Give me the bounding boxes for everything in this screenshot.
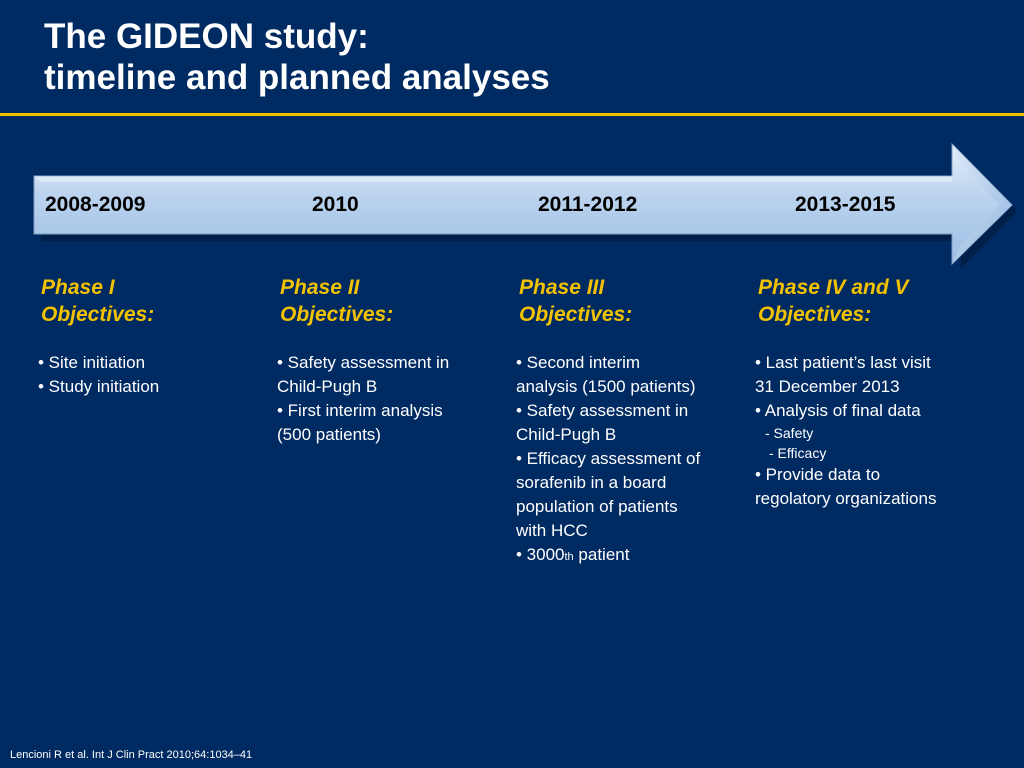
patient-count-text: • 3000 bbox=[516, 545, 565, 564]
title-divider bbox=[0, 113, 1024, 116]
phase-1-objectives-label: Objectives: bbox=[41, 303, 155, 326]
slide-title: The GIDEON study: timeline and planned a… bbox=[44, 16, 550, 98]
list-item: population of patients bbox=[516, 497, 678, 516]
list-item: • Efficacy assessment of bbox=[516, 449, 701, 468]
list-item: Child-Pugh B bbox=[516, 425, 617, 444]
ordinal-suffix: th bbox=[564, 551, 574, 563]
phase-3-objectives-label: Objectives: bbox=[519, 303, 633, 326]
phase-1-objectives-list: • Site initiation • Study initiation bbox=[38, 351, 266, 399]
phase-2-heading: Phase II Objectives: bbox=[277, 274, 505, 328]
phase-3-objectives-list: • Second interim analysis (1500 patients… bbox=[516, 351, 744, 569]
timeline-year-2011-2012: 2011-2012 bbox=[538, 193, 638, 216]
phase-2-objectives-label: Objectives: bbox=[280, 303, 394, 326]
phase-4-5-objectives-label: Objectives: bbox=[758, 303, 872, 326]
sub-list-item: - Safety bbox=[765, 425, 814, 441]
timeline-year-2013-2015: 2013-2015 bbox=[795, 193, 896, 216]
title-line-2: timeline and planned analyses bbox=[44, 58, 550, 97]
list-item: (500 patients) bbox=[277, 425, 381, 444]
phase-4-5-name: Phase IV and V bbox=[758, 276, 909, 299]
list-item: • First interim analysis bbox=[277, 401, 443, 420]
phase-1-heading: Phase I Objectives: bbox=[38, 274, 266, 328]
phase-3-column: Phase III Objectives: • Second interim a… bbox=[516, 274, 744, 569]
list-item: • 3000th patient bbox=[516, 543, 744, 569]
list-item: • Site initiation bbox=[38, 353, 146, 372]
list-item: analysis (1500 patients) bbox=[516, 377, 696, 396]
patient-label-text: patient bbox=[573, 545, 630, 564]
phase-2-name: Phase II bbox=[280, 276, 360, 299]
title-line-1: The GIDEON study: bbox=[44, 17, 369, 56]
list-item: • Provide data to bbox=[755, 465, 881, 484]
phase-2-column: Phase II Objectives: • Safety assessment… bbox=[277, 274, 505, 447]
list-item: • Analysis of final data bbox=[755, 401, 921, 420]
list-item: • Safety assessment in bbox=[516, 401, 689, 420]
phase-4-5-objectives-list: • Last patient’s last visit 31 December … bbox=[755, 351, 1015, 511]
list-item: with HCC bbox=[516, 521, 588, 540]
timeline-year-2010: 2010 bbox=[312, 193, 359, 216]
timeline-year-2008-2009: 2008-2009 bbox=[45, 193, 146, 216]
list-item: Child-Pugh B bbox=[277, 377, 378, 396]
phase-2-objectives-list: • Safety assessment in Child-Pugh B • Fi… bbox=[277, 351, 505, 447]
list-item: • Second interim bbox=[516, 353, 641, 372]
phase-4-5-column: Phase IV and V Objectives: • Last patien… bbox=[755, 274, 1015, 511]
phase-3-heading: Phase III Objectives: bbox=[516, 274, 744, 328]
citation-reference: Lencioni R et al. Int J Clin Pract 2010;… bbox=[10, 749, 253, 761]
list-item: • Last patient’s last visit bbox=[755, 353, 931, 372]
phase-3-name: Phase III bbox=[519, 276, 605, 299]
list-item: • Safety assessment in bbox=[277, 353, 450, 372]
phase-1-column: Phase I Objectives: • Site initiation • … bbox=[38, 274, 266, 399]
list-item: • Study initiation bbox=[38, 377, 160, 396]
list-item: 31 December 2013 bbox=[755, 377, 900, 396]
phase-1-name: Phase I bbox=[41, 276, 115, 299]
sub-list-item: - Efficacy bbox=[769, 445, 827, 461]
list-item: regolatory organizations bbox=[755, 489, 937, 508]
phase-4-5-heading: Phase IV and V Objectives: bbox=[755, 274, 1015, 328]
list-item: sorafenib in a board bbox=[516, 473, 667, 492]
